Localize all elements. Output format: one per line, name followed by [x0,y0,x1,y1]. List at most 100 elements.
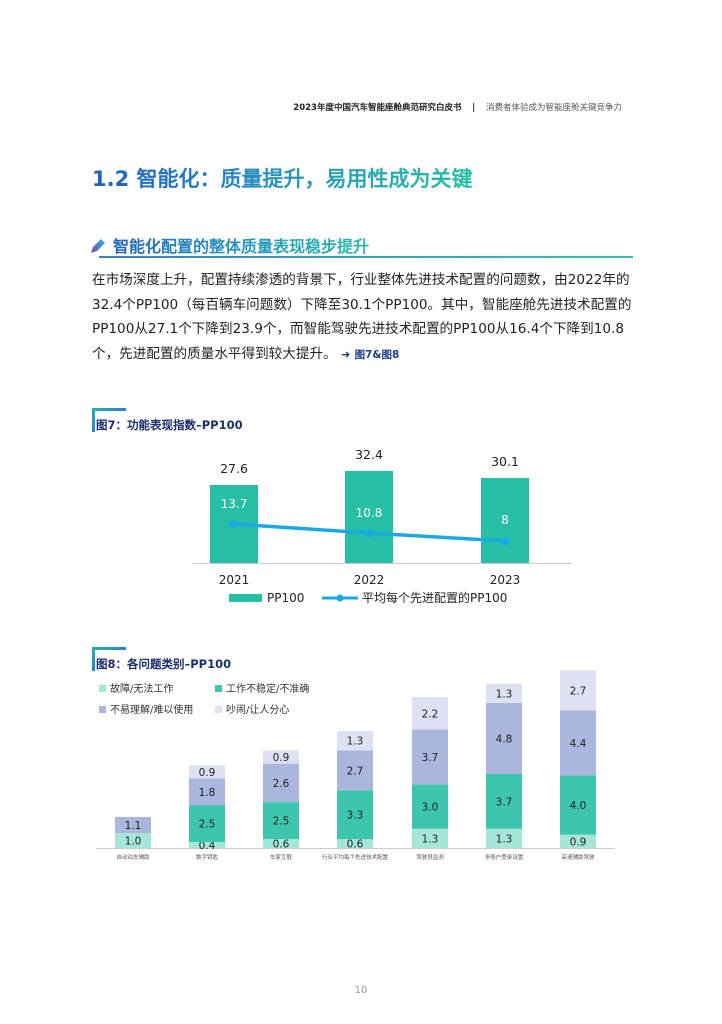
x-tick-label: 车家互联 [270,853,293,861]
stack-segment [560,775,596,835]
segment-value: 4.4 [570,738,587,750]
line-point [365,529,373,537]
x-tick-label: 自动泊车辅助 [116,853,150,861]
header-separator: | [472,103,476,113]
legend-label-bar: PP100 [267,591,304,605]
document-title: 2023年度中国汽车智能座舱典范研究白皮书 [293,103,462,113]
stack-segment [337,731,373,751]
segment-value: 3.0 [422,802,439,814]
x-tick-label: 2022 [354,573,385,587]
segment-value: 0.9 [570,836,587,848]
subheading-underline [99,256,633,258]
segment-value: 1.3 [347,736,364,748]
legend-label: 工作不稳定/不准确 [226,684,310,695]
stack-segment [337,750,373,791]
bar-2023 [481,478,529,563]
legend-label-line: 平均每个先进配置的PP100 [362,590,507,605]
body-paragraph: 在市场深度上升，配置持续渗透的背景下，行业整体先进技术配置的问题数，由2022年… [92,268,640,367]
stack-segment [263,763,299,803]
pencil-icon [91,239,105,253]
line-point [229,520,237,528]
segment-value: 2.6 [273,778,290,790]
figure8-chart: 1.0 1.1 0.4 2.5 1.8 0.9 0.6 2.5 2.6 0.9 0.6 3.3 2.7 1… [96,670,615,861]
x-tick-label: 2021 [219,573,250,587]
stack-segment [412,784,448,829]
figure8-title-block: 图8：各问题类别–PP100 [92,647,232,672]
line-point [501,537,509,545]
stack-segment [263,802,299,840]
segment-value: 0.9 [199,767,216,779]
legend-item: 不易理解/难以使用 [99,701,193,716]
segment-value: 1.3 [496,833,513,845]
line-value: 13.7 [221,497,248,511]
x-tick-label: 高速辅助驾驶 [561,853,595,861]
stack-segment [486,683,522,703]
figure8-title: 图8：各问题类别–PP100 [96,657,232,671]
bar-2022 [345,471,393,563]
segment-value: 2.5 [273,816,290,828]
figure7-chart: 27.6 32.4 30.1 13.7 10.8 8 2021 2022 202… [193,447,572,605]
segment-value: 3.7 [496,796,513,808]
segment-value: 1.3 [496,688,513,700]
section-heading: 1.2 智能化：质量提升，易用性成为关键 [92,163,473,193]
stack-segment [115,816,151,834]
stack-segment [560,670,596,711]
segment-value: 1.0 [125,836,142,848]
segment-value: 4.0 [570,800,587,812]
stack-segment [263,750,299,764]
legend-item: 工作不稳定/不准确 [215,680,309,695]
figure7-title: 图7：功能表现指数–PP100 [96,418,243,432]
stack-segment [486,774,522,829]
x-tick-label: 2023 [490,573,521,587]
arrow-right-icon: ➜ [341,347,351,361]
stack-segment [115,833,151,848]
subheading-text: 智能化配置的整体质量表现稳步提升 [113,233,369,257]
figure7-title-block: 图7：功能表现指数–PP100 [92,408,243,433]
segment-value: 0.6 [347,839,364,851]
chapter-title: 消费者体验成为智能座舱关键竞争力 [485,103,622,113]
figure-marker [92,647,126,671]
stack-segment [486,702,522,774]
segment-value: 1.3 [422,833,439,845]
x-tick-label: 驾驶员监测 [416,853,444,861]
line-value: 10.8 [356,506,383,520]
stack-segment [486,828,522,848]
stack-segment [412,828,448,848]
figure-marker [92,408,126,432]
paragraph-text: 在市场深度上升，配置持续渗透的背景下，行业整体先进技术配置的问题数，由2022年… [92,272,632,362]
legend-line-marker [336,594,344,602]
figure-reference-link[interactable]: 图7&图8 [354,348,400,361]
stack-segment [189,778,225,806]
legend-label: 不易理解/难以使用 [110,705,194,716]
stack-segment [189,805,225,843]
bar-value: 32.4 [355,447,383,462]
legend-item: 故障/无法工作 [99,680,173,695]
segment-value: 1.8 [199,787,216,799]
stack-segment [263,839,299,848]
stack-segment [560,710,596,776]
stack-segment [189,842,225,848]
bar-value: 27.6 [220,461,248,476]
segment-value: 3.3 [347,810,364,822]
segment-value: 2.7 [570,685,587,697]
legend-swatch [99,685,106,692]
stack-segment [337,790,373,840]
stack-segment [337,839,373,848]
segment-value: 3.7 [422,752,439,764]
x-tick-label: 数字钥匙 [196,853,219,861]
stack-segment [189,765,225,779]
segment-value: 2.5 [199,819,216,831]
stack-segment [412,729,448,785]
page-number: 10 [354,985,368,996]
legend-swatch [215,706,222,713]
stacked-bars: 1.0 1.1 0.4 2.5 1.8 0.9 0.6 2.5 2.6 0.9 0.6 3.3 2.7 1… [115,670,596,852]
legend-swatch [99,706,106,713]
stack-segment [560,834,596,848]
legend-label: 故障/无法工作 [110,684,174,695]
segment-value: 1.1 [125,820,142,832]
legend-label: 吵闹/让人分心 [226,705,290,716]
legend-item: 吵闹/让人分心 [215,701,289,716]
x-tick-label: 行业平均每个先进技术配置 [322,853,389,861]
segment-value: 0.4 [199,840,216,852]
stack-segment [412,697,448,730]
